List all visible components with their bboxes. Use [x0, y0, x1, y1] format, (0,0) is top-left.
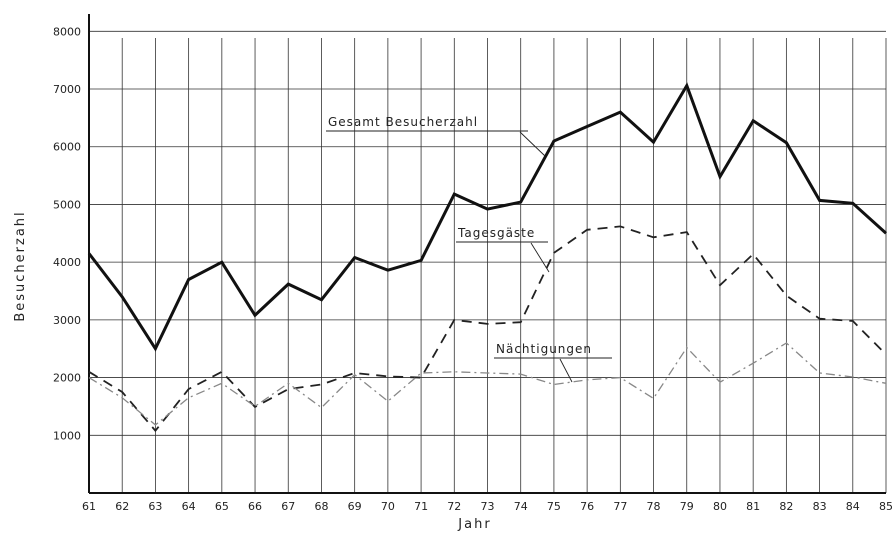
x-tick-label: 69 — [348, 500, 362, 513]
series-label-leader — [559, 358, 573, 383]
y-axis-label: Besucherzahl — [13, 210, 28, 321]
series-label-leader — [530, 242, 550, 273]
x-tick-label: 76 — [580, 500, 594, 513]
x-tick-label: 83 — [813, 500, 827, 513]
series-lines — [87, 82, 888, 433]
grid — [88, 30, 887, 493]
x-tick-label: 75 — [547, 500, 561, 513]
series-line-gesamt — [87, 82, 888, 352]
y-tick-label: 1000 — [53, 429, 81, 442]
x-tick-label: 80 — [713, 500, 727, 513]
x-axis-label: Jahr — [457, 517, 491, 532]
x-tick-label: 62 — [115, 500, 129, 513]
y-tick-label: 7000 — [53, 83, 81, 96]
x-tick-label: 77 — [613, 500, 627, 513]
series-line-tagesgaste — [88, 225, 887, 433]
x-tick-label: 61 — [82, 500, 96, 513]
x-tick-label: 82 — [779, 500, 793, 513]
x-tick-label: 71 — [414, 500, 428, 513]
y-tick-label: 3000 — [53, 314, 81, 327]
x-tick-label: 63 — [148, 500, 162, 513]
x-tick-label: 72 — [447, 500, 461, 513]
x-tick-label: 65 — [215, 500, 229, 513]
x-tick-label: 68 — [314, 500, 328, 513]
x-tick-label: 84 — [846, 500, 860, 513]
x-tick-label: 70 — [381, 500, 395, 513]
series-label-nachtigungen: Nächtigungen — [496, 342, 592, 356]
y-tick-label: 2000 — [53, 372, 81, 385]
series-label-leader — [519, 131, 546, 157]
y-tick-label: 8000 — [53, 25, 81, 38]
series-label-gesamt: Gesamt Besucherzahl — [328, 115, 478, 129]
tick-labels: 1000 2000 3000 4000 5000 6000 7000 8000 61 62 63 64… — [53, 25, 893, 513]
x-tick-label: 79 — [680, 500, 694, 513]
series-label-tagesgaste: Tagesgäste — [457, 226, 535, 240]
x-tick-label: 85 — [879, 500, 893, 513]
y-tick-label: 4000 — [53, 256, 81, 269]
x-tick-label: 64 — [182, 500, 196, 513]
y-tick-label: 5000 — [53, 198, 81, 211]
x-tick-label: 78 — [647, 500, 661, 513]
x-tick-label: 73 — [481, 500, 495, 513]
x-tick-label: 74 — [514, 500, 528, 513]
y-tick-label: 6000 — [53, 141, 81, 154]
x-tick-label: 81 — [746, 500, 760, 513]
series-labels: Gesamt Besucherzahl Tagesgäste Nächtigunge… — [326, 115, 612, 383]
series-line-nachtigungen — [88, 342, 887, 426]
x-tick-label: 67 — [281, 500, 295, 513]
x-tick-label: 66 — [248, 500, 262, 513]
